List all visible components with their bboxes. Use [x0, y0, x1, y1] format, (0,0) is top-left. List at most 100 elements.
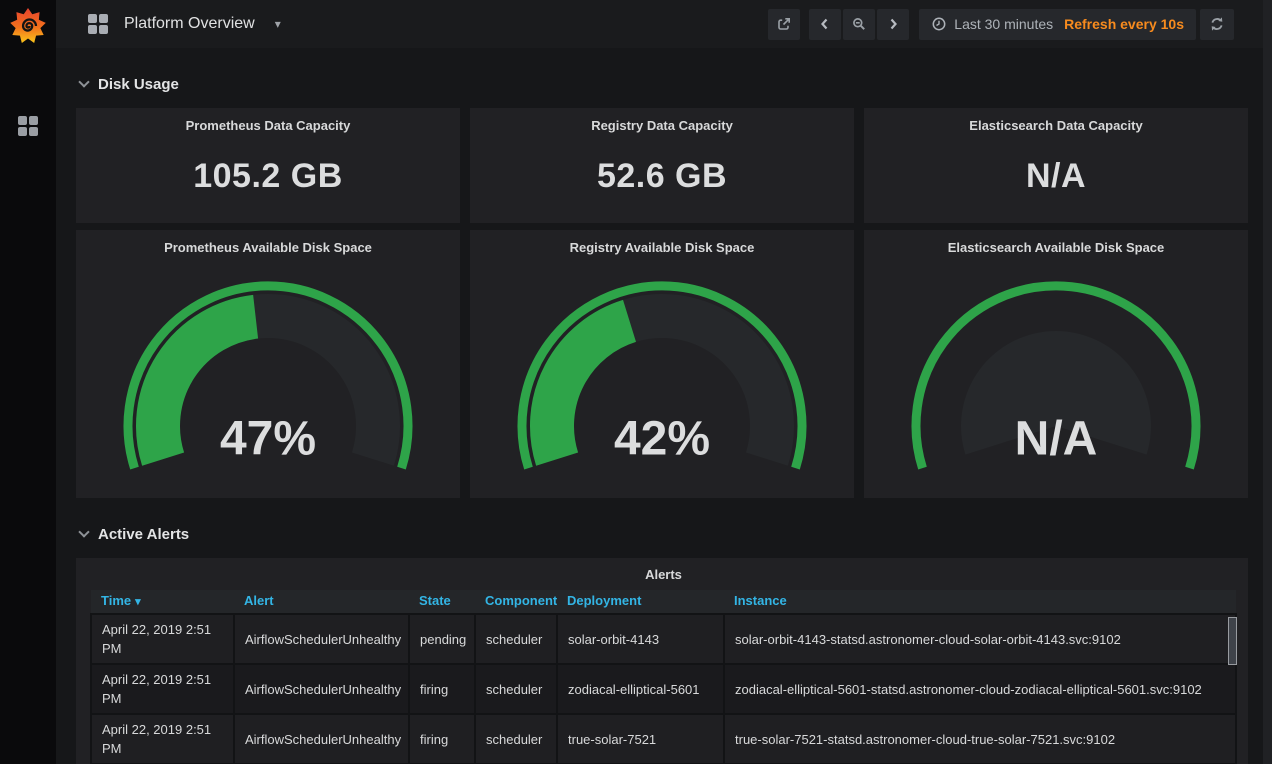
- chevron-down-icon: [78, 75, 90, 88]
- panel-title[interactable]: Registry Available Disk Space: [569, 240, 755, 255]
- cell-component: scheduler: [474, 613, 558, 665]
- alerts-table-panel: Alerts Time ▾ Alert State Component Deploymen…: [76, 558, 1248, 764]
- table-scrollbar-thumb[interactable]: [1228, 617, 1237, 665]
- row-toggle-disk-usage[interactable]: Disk Usage: [78, 72, 1248, 96]
- column-header-deployment[interactable]: Deployment: [557, 590, 724, 614]
- cell-component: scheduler: [474, 663, 558, 715]
- stat-panels-row: Prometheus Data Capacity 105.2 GB Regist…: [76, 108, 1248, 223]
- cell-state: pending: [408, 613, 476, 665]
- chevron-down-icon: [78, 525, 90, 538]
- grafana-logo-icon: [10, 7, 46, 44]
- column-label: Instance: [734, 593, 787, 608]
- gauge-panel: Elasticsearch Available Disk Space N/A: [864, 230, 1248, 498]
- svg-text:42%: 42%: [614, 413, 710, 466]
- grafana-logo[interactable]: [0, 0, 56, 52]
- column-label: Deployment: [567, 593, 642, 608]
- gauge-panels-row: Prometheus Available Disk Space 47% Regi…: [76, 230, 1248, 498]
- stat-body: 52.6 GB: [470, 134, 854, 223]
- svg-text:N/A: N/A: [1015, 413, 1098, 466]
- cell-instance: zodiacal-elliptical-5601-statsd.astronom…: [723, 663, 1237, 715]
- chevron-down-icon: ▾: [274, 17, 281, 31]
- stat-body: 105.2 GB: [76, 134, 460, 223]
- stat-value: N/A: [1025, 157, 1087, 195]
- row-title: Active Alerts: [98, 525, 190, 543]
- dashboard-grid-icon: [88, 14, 108, 34]
- sidebar: [0, 0, 56, 764]
- column-header-component[interactable]: Component: [475, 590, 557, 614]
- table-row: April 22, 2019 2:51 PM AirflowSchedulerUn…: [90, 613, 1237, 665]
- cell-deployment: zodiacal-elliptical-5601: [556, 663, 725, 715]
- panel-title[interactable]: Elasticsearch Data Capacity: [969, 118, 1143, 133]
- cell-time: April 22, 2019 2:51 PM: [90, 663, 235, 715]
- chevron-right-icon: [890, 18, 898, 30]
- cell-time: April 22, 2019 2:51 PM: [90, 713, 235, 764]
- refresh-interval-label: Refresh every 10s: [1064, 16, 1184, 32]
- column-header-alert[interactable]: Alert: [234, 590, 409, 614]
- column-header-time[interactable]: Time ▾: [91, 590, 234, 614]
- table-row: April 22, 2019 2:51 PM AirflowSchedulerUn…: [90, 663, 1237, 715]
- column-label: Component: [485, 593, 557, 608]
- cell-instance: solar-orbit-4143-statsd.astronomer-cloud…: [723, 613, 1237, 665]
- refresh-cycle-icon: [1211, 17, 1223, 31]
- sort-desc-icon: ▾: [135, 596, 141, 608]
- stat-body: N/A: [864, 134, 1248, 223]
- panel-title[interactable]: Prometheus Data Capacity: [185, 118, 351, 133]
- time-range-label: Last 30 minutes: [954, 16, 1054, 32]
- cell-alert: AirflowSchedulerUnhealthy: [233, 613, 410, 665]
- refresh-button[interactable]: [1200, 8, 1234, 40]
- cell-component: scheduler: [474, 713, 558, 764]
- row-toggle-active-alerts[interactable]: Active Alerts: [78, 522, 1248, 546]
- gauge-chart: N/A: [911, 281, 1201, 470]
- navbar: Platform Overview ▾: [56, 0, 1272, 48]
- page-scrollbar[interactable]: [1263, 0, 1272, 764]
- clock-icon: [932, 17, 946, 31]
- column-label: Time: [101, 593, 132, 608]
- panel-title[interactable]: Prometheus Available Disk Space: [164, 240, 372, 255]
- cell-state: firing: [408, 713, 476, 764]
- svg-text:47%: 47%: [220, 413, 316, 466]
- time-shift-group: [809, 8, 910, 40]
- time-forward-button[interactable]: [877, 8, 910, 40]
- stat-value: 105.2 GB: [193, 157, 343, 195]
- sidebar-item-dashboards[interactable]: [0, 104, 56, 148]
- cell-deployment: solar-orbit-4143: [556, 613, 725, 665]
- chevron-left-icon: [821, 18, 828, 30]
- time-back-button[interactable]: [809, 8, 842, 40]
- table-row: April 22, 2019 2:51 PM AirflowSchedulerUn…: [90, 713, 1237, 764]
- main-area: Platform Overview ▾: [56, 0, 1272, 764]
- gauge-chart: 42%: [517, 281, 807, 470]
- cell-instance: true-solar-7521-statsd.astronomer-cloud-…: [723, 713, 1237, 764]
- dashboards-grid-icon: [18, 116, 38, 136]
- panel-title[interactable]: Alerts: [645, 567, 682, 582]
- time-range-picker-button[interactable]: Last 30 minutes Refresh every 10s: [919, 8, 1196, 40]
- stat-panel: Prometheus Data Capacity 105.2 GB: [76, 108, 460, 223]
- gauge-chart: 47%: [123, 281, 413, 470]
- cell-state: firing: [408, 663, 476, 715]
- table-header-row: Time ▾ Alert State Component Deployment Instan…: [91, 590, 1236, 614]
- column-header-state[interactable]: State: [409, 590, 475, 614]
- cell-time: April 22, 2019 2:51 PM: [90, 613, 235, 665]
- alerts-table: Time ▾ Alert State Component Deployment Instan…: [90, 590, 1237, 764]
- gauge-panel: Registry Available Disk Space 42%: [470, 230, 854, 498]
- page-title: Platform Overview: [124, 15, 255, 32]
- zoom-out-icon: [853, 18, 866, 30]
- stat-panel: Registry Data Capacity 52.6 GB: [470, 108, 854, 223]
- row-title: Disk Usage: [98, 75, 179, 93]
- gauge-panel: Prometheus Available Disk Space 47%: [76, 230, 460, 498]
- column-label: Alert: [244, 593, 274, 608]
- column-header-instance[interactable]: Instance: [724, 590, 1236, 614]
- dashboard-title-dropdown[interactable]: Platform Overview ▾: [88, 14, 281, 34]
- share-icon: [778, 18, 791, 30]
- zoom-out-button[interactable]: [843, 8, 876, 40]
- panel-title[interactable]: Elasticsearch Available Disk Space: [947, 240, 1165, 255]
- stat-panel: Elasticsearch Data Capacity N/A: [864, 108, 1248, 223]
- navbar-controls: Last 30 minutes Refresh every 10s: [768, 8, 1234, 40]
- panel-title[interactable]: Registry Data Capacity: [591, 118, 733, 133]
- share-button[interactable]: [768, 8, 801, 40]
- cell-deployment: true-solar-7521: [556, 713, 725, 764]
- column-label: State: [419, 593, 451, 608]
- stat-value: 52.6 GB: [596, 157, 728, 195]
- cell-alert: AirflowSchedulerUnhealthy: [233, 663, 410, 715]
- dashboard-canvas: Disk Usage Prometheus Data Capacity 105.…: [56, 72, 1272, 764]
- cell-alert: AirflowSchedulerUnhealthy: [233, 713, 410, 764]
